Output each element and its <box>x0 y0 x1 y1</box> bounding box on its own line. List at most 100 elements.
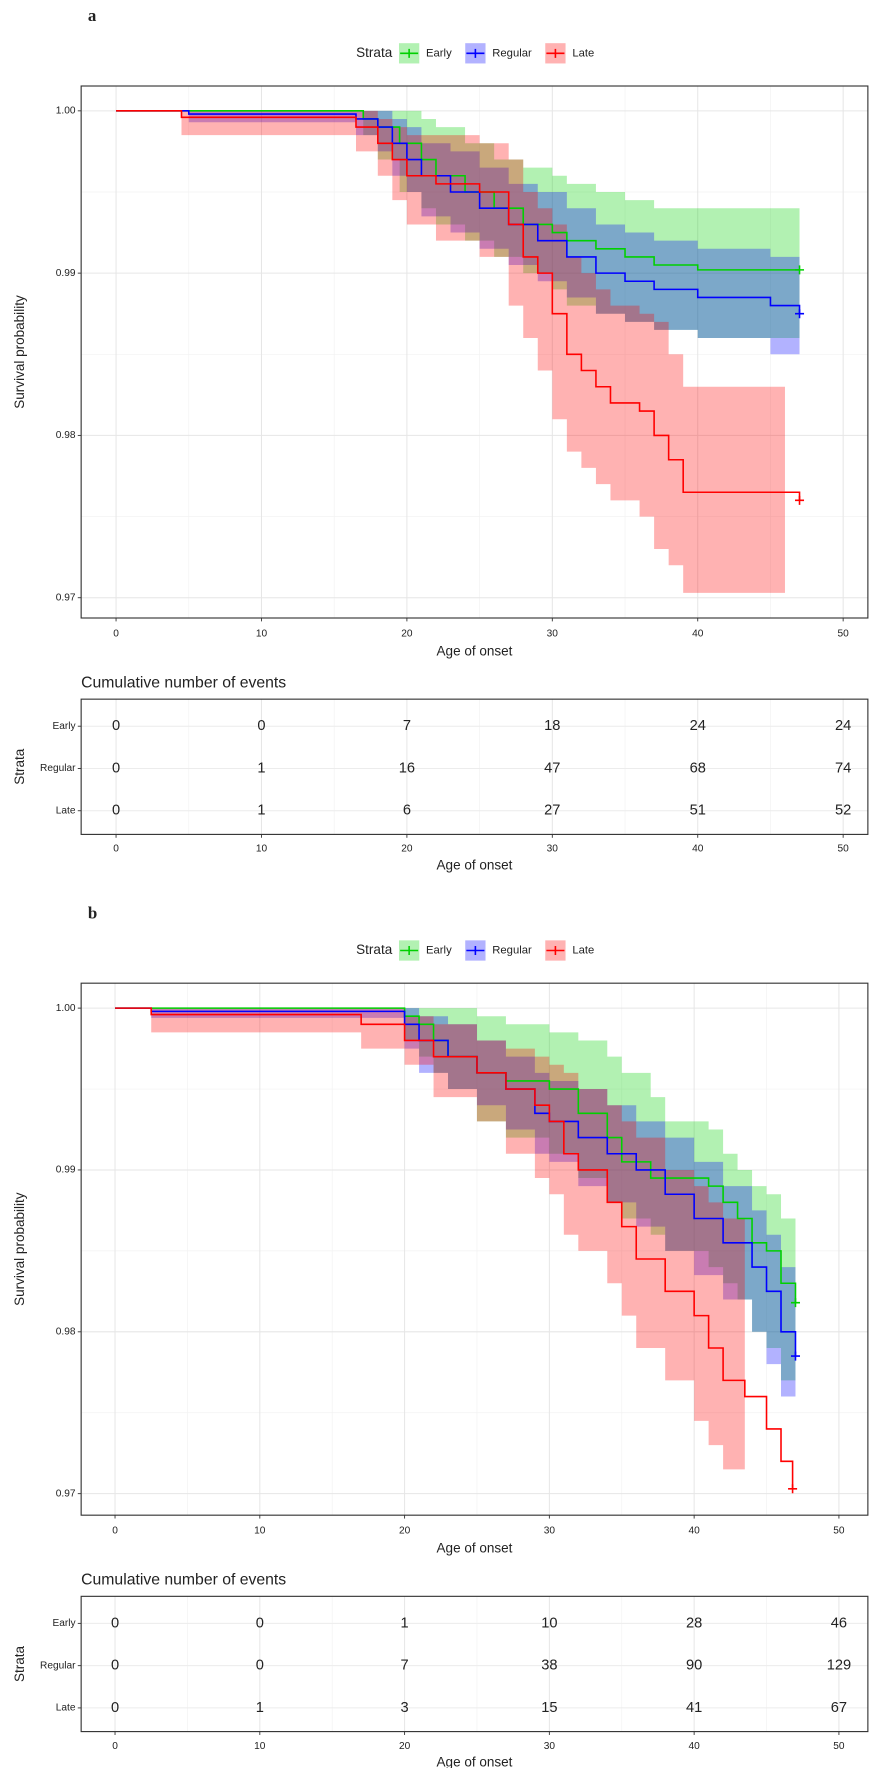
event-count: 0 <box>256 1658 264 1674</box>
y-tick-label: 1.00 <box>56 106 76 117</box>
event-count: 15 <box>541 1700 557 1716</box>
x-tick-label: 30 <box>547 844 559 855</box>
legend-label: Late <box>572 47 594 59</box>
confidence-band <box>115 1008 796 1405</box>
x-tick-label: 30 <box>544 1526 556 1537</box>
confidence-band <box>116 110 800 355</box>
x-tick-label: 20 <box>401 628 413 639</box>
table-background <box>81 1596 868 1732</box>
table-title: Cumulative number of events <box>81 1572 286 1589</box>
y-tick-label: 0.97 <box>56 1488 76 1499</box>
x-tick-label: 20 <box>399 1526 411 1537</box>
censor-mark <box>788 1484 798 1494</box>
event-count: 3 <box>401 1700 409 1716</box>
x-tick-label: 40 <box>692 844 704 855</box>
event-count: 18 <box>544 718 560 734</box>
x-tick-label: 20 <box>401 844 413 855</box>
row-label: Late <box>56 1703 76 1714</box>
y-axis-title: Strata <box>12 748 27 785</box>
event-count: 6 <box>403 803 411 819</box>
legend-line <box>546 48 565 58</box>
event-count: 0 <box>111 1700 119 1716</box>
y-tick-label: 0.97 <box>56 592 76 603</box>
legend-label: Regular <box>492 944 532 956</box>
table-background <box>81 699 868 835</box>
survival-line <box>115 1007 794 1489</box>
event-count: 0 <box>112 718 120 734</box>
y-axis-title: Survival probability <box>12 295 27 409</box>
event-count: 27 <box>544 803 560 819</box>
x-tick-label: 0 <box>113 844 119 855</box>
event-count: 41 <box>686 1700 702 1716</box>
event-count: 74 <box>835 760 851 776</box>
confidence-band <box>115 1008 796 1389</box>
event-count: 0 <box>112 760 120 776</box>
row-label: Regular <box>40 1660 76 1671</box>
row-label: Early <box>52 1618 76 1629</box>
survival-line <box>116 110 801 501</box>
event-count: 1 <box>257 803 265 819</box>
censor-mark <box>795 495 805 505</box>
event-count: 16 <box>399 760 415 776</box>
x-axis-title: Age of onset <box>437 858 513 873</box>
y-tick-label: 0.99 <box>56 1165 76 1176</box>
y-tick-label: 0.98 <box>56 430 76 441</box>
legend-line <box>466 48 485 58</box>
legend-line <box>466 945 485 956</box>
censor-mark <box>795 309 805 319</box>
event-count: 0 <box>257 718 265 734</box>
event-count: 46 <box>831 1615 847 1631</box>
event-count: 47 <box>544 760 560 776</box>
x-tick-label: 20 <box>399 1741 411 1752</box>
event-count: 90 <box>686 1658 702 1674</box>
event-count: 0 <box>112 803 120 819</box>
event-count: 1 <box>257 760 265 776</box>
y-tick-label: 1.00 <box>56 1003 76 1014</box>
table-border <box>80 1595 869 1733</box>
event-count: 1 <box>256 1700 264 1716</box>
legend-title: Strata <box>356 45 393 60</box>
legend-title: Strata <box>356 942 393 957</box>
event-count: 24 <box>690 718 706 734</box>
legend-line <box>400 945 419 956</box>
event-count: 52 <box>835 803 851 819</box>
x-tick-label: 30 <box>547 628 559 639</box>
x-tick-label: 50 <box>833 1526 845 1537</box>
x-axis-title: Age of onset <box>437 1541 513 1556</box>
plot-border <box>80 85 869 619</box>
x-tick-label: 10 <box>256 628 268 639</box>
panel-label: a <box>88 6 97 25</box>
event-count: 0 <box>256 1615 264 1631</box>
censor-mark <box>795 265 805 275</box>
event-count: 1 <box>401 1615 409 1631</box>
x-tick-label: 50 <box>833 1741 845 1752</box>
event-count: 68 <box>690 760 706 776</box>
plot-background <box>81 86 868 619</box>
plot-background <box>81 983 868 1516</box>
y-tick-label: 0.99 <box>56 268 76 279</box>
legend-label: Early <box>426 944 452 956</box>
legend-label: Regular <box>492 47 532 59</box>
x-tick-label: 40 <box>692 628 704 639</box>
event-count: 0 <box>111 1658 119 1674</box>
x-tick-label: 0 <box>112 1741 118 1752</box>
row-label: Regular <box>40 763 76 774</box>
x-axis-title: Age of onset <box>437 1755 513 1768</box>
censor-mark <box>790 1351 800 1361</box>
event-count: 0 <box>111 1615 119 1631</box>
row-label: Early <box>52 721 76 732</box>
y-tick-label: 0.98 <box>56 1326 76 1337</box>
event-count: 51 <box>690 803 706 819</box>
event-count: 67 <box>831 1700 847 1716</box>
x-tick-label: 10 <box>254 1526 266 1537</box>
x-tick-label: 30 <box>544 1741 556 1752</box>
event-count: 24 <box>835 718 851 734</box>
table-title: Cumulative number of events <box>81 675 286 692</box>
x-tick-label: 0 <box>113 628 119 639</box>
event-count: 38 <box>541 1658 557 1674</box>
confidence-band <box>151 1008 745 1486</box>
legend-label: Early <box>426 47 452 59</box>
event-count: 7 <box>401 1658 409 1674</box>
